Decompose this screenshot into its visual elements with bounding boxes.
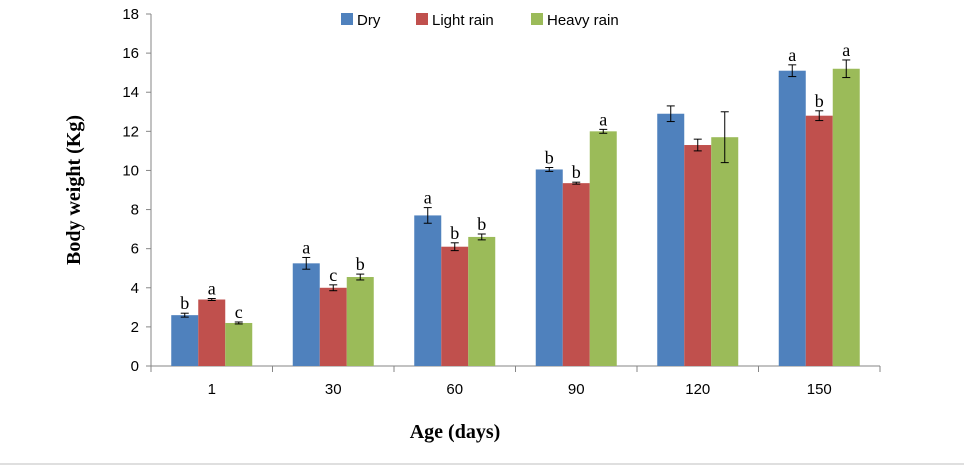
legend-swatch bbox=[531, 13, 543, 25]
significance-label: a bbox=[842, 40, 850, 60]
bar bbox=[414, 215, 442, 366]
significance-label: c bbox=[235, 302, 243, 322]
bar bbox=[832, 68, 860, 366]
significance-label: a bbox=[599, 109, 607, 129]
significance-label: b bbox=[180, 293, 189, 313]
significance-label: a bbox=[424, 188, 432, 208]
x-tick-label: 1 bbox=[208, 381, 216, 398]
bar bbox=[346, 277, 374, 366]
x-tick-label: 120 bbox=[685, 381, 710, 398]
bar bbox=[535, 169, 563, 366]
significance-label: b bbox=[450, 223, 459, 243]
bar bbox=[292, 263, 320, 366]
bar bbox=[562, 183, 590, 366]
y-tick-label: 14 bbox=[122, 84, 139, 101]
bar bbox=[805, 115, 833, 366]
y-tick-label: 10 bbox=[122, 162, 139, 179]
bar bbox=[657, 113, 685, 366]
y-tick-label: 12 bbox=[122, 123, 139, 140]
axes: 0 2 4 6 8 10 12 14 16 18 1 30 60 90 120 150 bbox=[122, 6, 881, 398]
bar bbox=[319, 287, 347, 366]
legend-label: Light rain bbox=[432, 12, 494, 29]
bar bbox=[441, 246, 469, 366]
bar bbox=[711, 137, 739, 366]
bar bbox=[198, 299, 226, 366]
bar bbox=[589, 131, 617, 366]
bar bbox=[778, 70, 806, 366]
legend-label: Heavy rain bbox=[547, 12, 619, 29]
y-tick-label: 18 bbox=[122, 6, 139, 23]
significance-label: b bbox=[545, 148, 554, 168]
significance-label: b bbox=[356, 254, 365, 274]
significance-label: b bbox=[477, 214, 486, 234]
legend-label: Dry bbox=[357, 12, 381, 29]
x-tick-label: 60 bbox=[446, 381, 463, 398]
y-tick-label: 16 bbox=[122, 45, 139, 62]
significance-label: a bbox=[788, 45, 796, 65]
legend-swatch bbox=[416, 13, 428, 25]
x-tick-label: 30 bbox=[325, 381, 342, 398]
bar bbox=[225, 322, 253, 366]
significance-label: c bbox=[329, 265, 337, 285]
x-tick-label: 90 bbox=[568, 381, 585, 398]
significance-label: a bbox=[302, 237, 310, 257]
legend: Dry Light rain Heavy rain bbox=[341, 12, 619, 29]
y-tick-label: 8 bbox=[131, 202, 139, 219]
x-axis-title: Age (days) bbox=[410, 421, 501, 443]
y-tick-label: 2 bbox=[131, 319, 139, 336]
x-tick-label: 150 bbox=[807, 381, 832, 398]
legend-swatch bbox=[341, 13, 353, 25]
y-axis-title: Body weight (Kg) bbox=[63, 115, 85, 265]
significance-label: a bbox=[208, 279, 216, 299]
y-tick-label: 4 bbox=[131, 280, 139, 297]
y-tick-label: 0 bbox=[131, 358, 139, 375]
bar bbox=[171, 315, 199, 366]
significance-label: b bbox=[815, 91, 824, 111]
bar bbox=[684, 145, 712, 366]
y-tick-label: 6 bbox=[131, 241, 139, 258]
significance-label: b bbox=[572, 162, 581, 182]
bar bbox=[468, 236, 496, 366]
